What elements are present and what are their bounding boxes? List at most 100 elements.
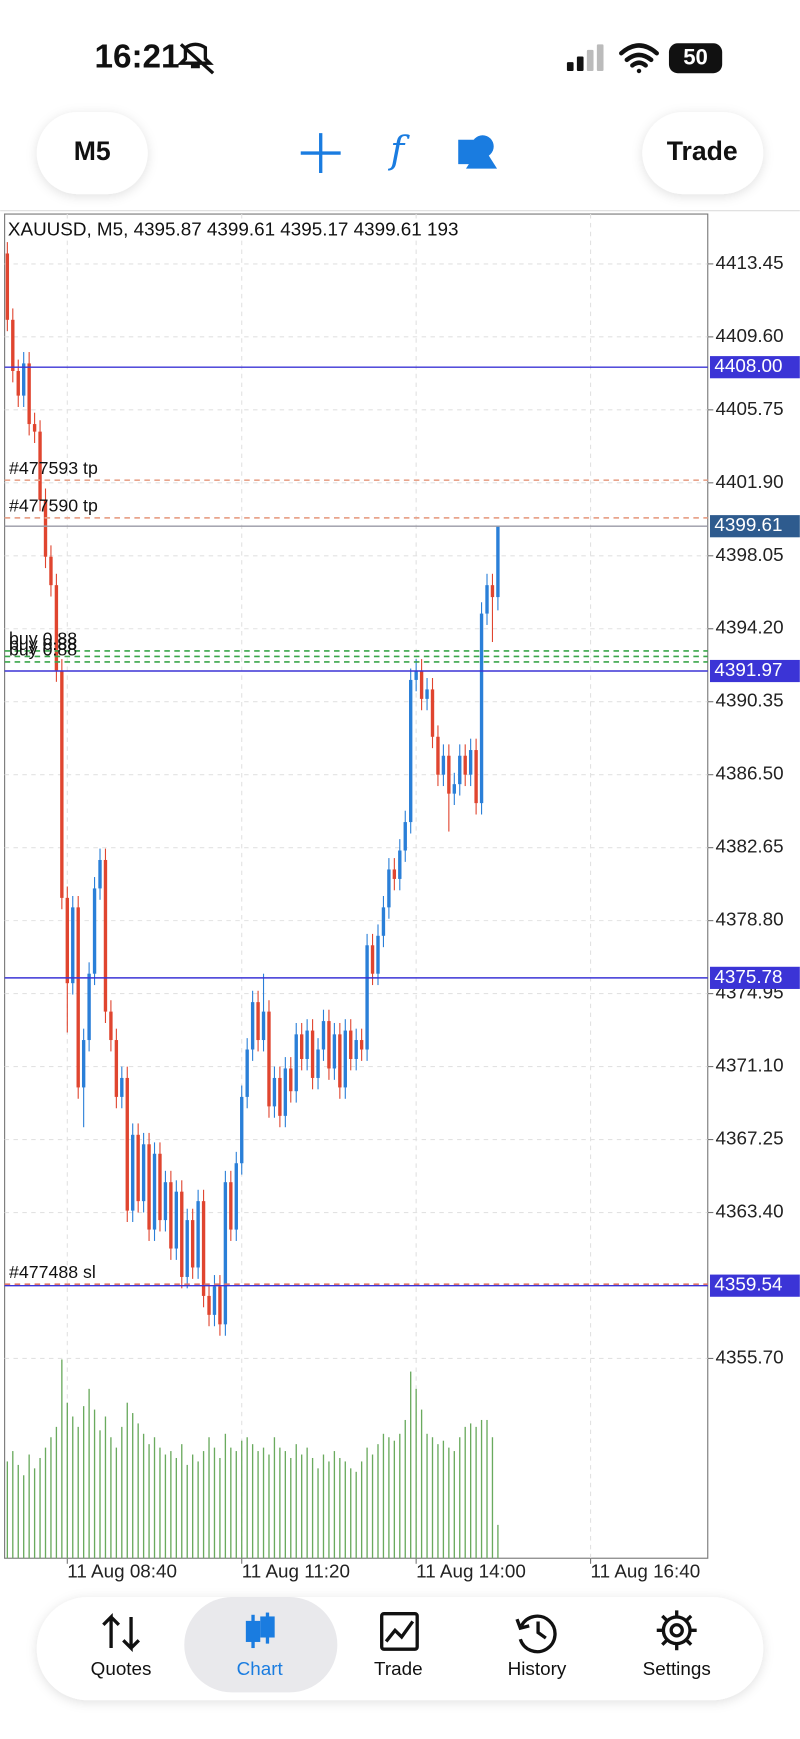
candle-body: [496, 526, 500, 598]
candle-body: [250, 1002, 255, 1050]
y-tick-label: 4401.90: [716, 471, 784, 492]
y-tick-label: 4371.10: [716, 1055, 784, 1076]
order-label: buy 0.88: [9, 629, 77, 649]
chart-title: XAUUSD, M5, 4395.87 4399.61 4395.17 4399…: [8, 219, 459, 240]
crosshair-icon[interactable]: [300, 133, 341, 174]
tab-label[interactable]: Trade: [374, 1658, 423, 1679]
level-label: 4359.54: [714, 1274, 782, 1295]
volume-bar: [322, 1454, 325, 1559]
candle-body: [267, 1011, 271, 1107]
volume-bar: [339, 1457, 341, 1559]
candle-body: [283, 1068, 288, 1116]
volume-bar: [366, 1447, 368, 1559]
candle-body: [398, 850, 402, 879]
candle-body: [294, 1034, 298, 1092]
trade-button[interactable]: [642, 112, 764, 195]
order-label: buy 0.88: [9, 640, 77, 660]
volume-bar: [88, 1388, 90, 1559]
candle-body: [49, 556, 53, 586]
candle-body: [54, 585, 59, 671]
level-tag: [709, 356, 800, 379]
candle-body: [27, 363, 31, 425]
volume-bar: [186, 1464, 188, 1559]
volume-bar: [72, 1416, 74, 1559]
volume-bar: [317, 1468, 319, 1559]
volume-bar: [268, 1454, 270, 1559]
candle-body: [305, 1030, 309, 1059]
candle-body: [316, 1049, 320, 1078]
volume-bar: [44, 1447, 47, 1559]
level-label: 4408.00: [714, 355, 782, 376]
tab-label[interactable]: Chart: [237, 1658, 284, 1679]
order-label: #477590 tp: [9, 495, 98, 515]
timeframe-button[interactable]: [36, 112, 148, 195]
tab-label[interactable]: Quotes: [91, 1658, 152, 1679]
volume-bar: [360, 1461, 363, 1559]
candle-body: [392, 869, 397, 879]
candle-body: [463, 755, 467, 775]
volume-bar: [142, 1433, 145, 1559]
volume-bar: [284, 1451, 286, 1559]
volume-bar: [328, 1461, 330, 1559]
candle-body: [147, 1144, 151, 1230]
volume-bar: [192, 1454, 194, 1559]
volume-bar: [437, 1444, 439, 1559]
history-icon[interactable]: [515, 1614, 557, 1654]
level-label: 4375.78: [714, 966, 782, 987]
candle-body: [169, 1182, 173, 1249]
volume-bar: [464, 1426, 466, 1559]
volume-bar: [235, 1451, 237, 1559]
volume-bar: [115, 1447, 118, 1559]
candle-body: [419, 670, 424, 699]
volume-bar: [241, 1440, 243, 1559]
y-tick-label: 4413.45: [716, 252, 784, 273]
volume-bar: [475, 1426, 477, 1559]
volume-bar: [290, 1457, 292, 1559]
candle-body: [474, 750, 478, 804]
y-tick-label: 4363.40: [716, 1200, 784, 1221]
volume-bar: [480, 1419, 483, 1559]
y-tick-label: 4355.70: [716, 1346, 784, 1367]
volume-bar: [491, 1437, 494, 1559]
candle-body: [338, 1034, 342, 1088]
quotes-icon[interactable]: [102, 1612, 140, 1653]
objects-icon[interactable]: [458, 135, 498, 169]
volume-bar: [82, 1406, 85, 1559]
trade-tab-icon[interactable]: [380, 1612, 419, 1651]
candle-body: [196, 1201, 200, 1268]
volume-bar: [333, 1451, 336, 1559]
candle-body: [436, 736, 440, 775]
volume-bar: [175, 1457, 177, 1559]
chart-icon[interactable]: [245, 1612, 275, 1649]
y-tick-label: 4386.50: [716, 763, 784, 784]
signal-icon: [566, 44, 604, 71]
volume-bar: [104, 1416, 107, 1559]
volume-bar: [219, 1457, 221, 1559]
volume-bar: [121, 1426, 123, 1559]
candle-body: [131, 1134, 135, 1211]
tab-label[interactable]: Settings: [643, 1658, 711, 1679]
volume-bar: [344, 1461, 346, 1559]
level-tag: [709, 659, 800, 683]
y-tick-label: 4378.80: [716, 909, 784, 930]
volume-bar: [295, 1444, 297, 1559]
volume-bar: [99, 1430, 101, 1559]
candle-body: [152, 1153, 157, 1230]
y-tick-label: 4405.75: [716, 398, 784, 419]
settings-icon[interactable]: [656, 1610, 697, 1651]
candle-body: [109, 1011, 113, 1041]
indicators-icon[interactable]: f: [387, 128, 410, 172]
volume-bar: [181, 1444, 183, 1559]
candle-body: [425, 689, 429, 699]
volume-bar: [426, 1433, 428, 1559]
volume-bar: [33, 1468, 36, 1559]
candle-body: [32, 424, 37, 432]
candle-body: [414, 670, 418, 680]
volume-bar: [306, 1447, 308, 1559]
volume-bar: [371, 1454, 374, 1559]
tab-label[interactable]: History: [508, 1658, 567, 1679]
candle-body: [174, 1191, 179, 1249]
candle-body: [458, 755, 462, 785]
y-tick-label: 4367.25: [716, 1128, 784, 1149]
